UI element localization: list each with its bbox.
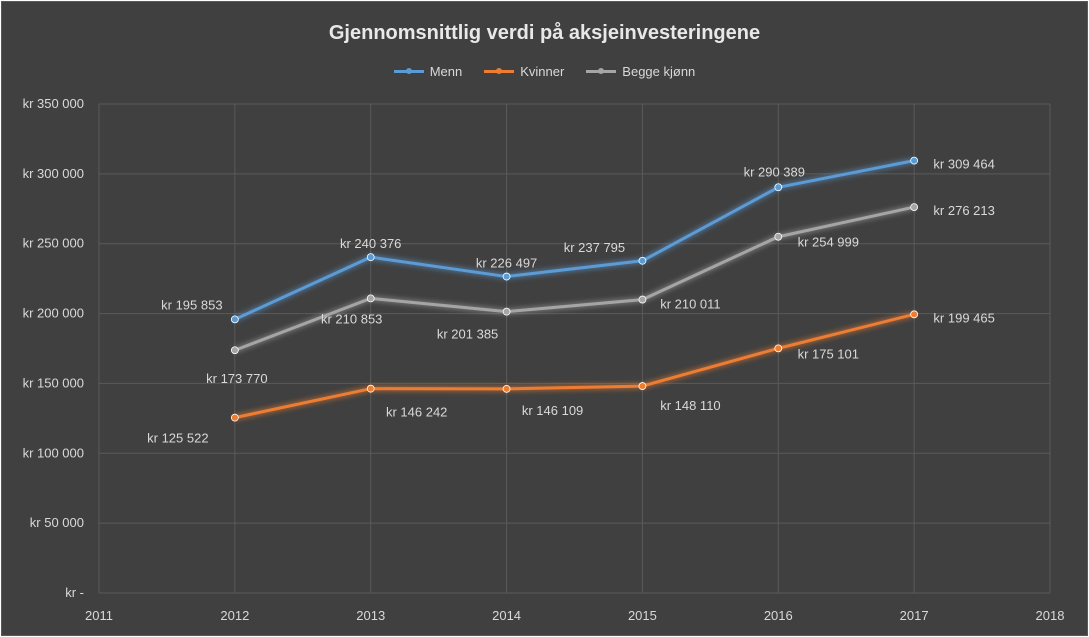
x-tick-label: 2014 <box>492 608 521 623</box>
data-point <box>638 382 647 390</box>
legend-swatch-menn <box>393 68 424 74</box>
legend-item-begge: Begge kjønn <box>586 64 695 79</box>
data-point <box>910 203 919 211</box>
data-label: kr 254 999 <box>798 235 859 250</box>
data-point <box>502 307 511 316</box>
data-label: kr 195 853 <box>161 297 222 312</box>
y-tick-label: kr 50 000 <box>30 515 84 530</box>
x-tick-label: 2011 <box>85 608 113 623</box>
data-label: kr 240 376 <box>340 236 401 251</box>
legend-item-kvinner: Kvinner <box>484 64 564 79</box>
data-label: kr 201 385 <box>437 327 498 342</box>
y-tick-label: kr 300 000 <box>23 166 84 181</box>
legend-swatch-kvinner <box>484 68 515 74</box>
data-label: kr 309 464 <box>933 157 994 172</box>
data-point <box>774 183 783 192</box>
data-label: kr 148 110 <box>660 398 720 413</box>
legend-item-menn: Menn <box>393 64 463 79</box>
x-tick-label: 2015 <box>628 608 657 623</box>
data-label: kr 146 109 <box>522 403 583 418</box>
data-point <box>910 156 919 165</box>
series-line-0 <box>234 159 915 321</box>
x-tick-label: 2018 <box>1036 608 1065 623</box>
data-label: kr 125 522 <box>147 431 208 446</box>
legend-label-menn: Menn <box>429 64 463 79</box>
x-tick-label: 2012 <box>220 608 249 623</box>
legend: Menn Kvinner Begge kjønn <box>2 64 1087 79</box>
x-tick-label: 2016 <box>764 608 793 623</box>
y-tick-label: kr - <box>65 585 84 600</box>
data-point <box>366 253 375 262</box>
series-line-1 <box>234 312 915 420</box>
data-label: kr 173 770 <box>206 371 267 386</box>
data-label: kr 199 465 <box>933 310 994 325</box>
legend-label-begge: Begge kjønn <box>622 64 696 79</box>
y-tick-label: kr 250 000 <box>23 236 84 251</box>
data-point <box>774 232 783 241</box>
x-tick-label: 2013 <box>356 608 385 623</box>
data-point <box>502 384 511 393</box>
data-point <box>638 295 647 304</box>
data-point <box>230 413 239 422</box>
x-tick-label: 2017 <box>900 608 929 623</box>
data-point <box>230 346 239 355</box>
data-label: kr 226 497 <box>476 256 537 271</box>
data-label: kr 276 213 <box>933 203 994 218</box>
data-point <box>910 310 919 319</box>
data-label: kr 210 853 <box>321 311 382 326</box>
legend-swatch-begge <box>586 68 617 74</box>
data-point <box>366 384 375 393</box>
y-tick-label: kr 100 000 <box>23 445 84 460</box>
chart-title: Gjennomsnittlig verdi på aksjeinvesterin… <box>328 22 761 44</box>
data-label: kr 237 795 <box>564 240 625 255</box>
data-label: kr 290 389 <box>744 164 805 179</box>
y-tick-label: kr 150 000 <box>23 375 84 390</box>
data-label: kr 175 101 <box>798 346 859 361</box>
data-point <box>366 294 375 303</box>
y-tick-label: kr 350 000 <box>23 96 84 111</box>
data-point <box>502 272 511 281</box>
y-tick-label: kr 200 000 <box>23 306 84 321</box>
data-point <box>638 256 647 265</box>
data-label: kr 146 242 <box>386 405 447 420</box>
data-label: kr 210 011 <box>660 297 720 312</box>
series-line-2 <box>234 205 915 352</box>
data-point <box>774 344 783 353</box>
data-point <box>230 315 239 324</box>
legend-label-kvinner: Kvinner <box>520 64 565 79</box>
